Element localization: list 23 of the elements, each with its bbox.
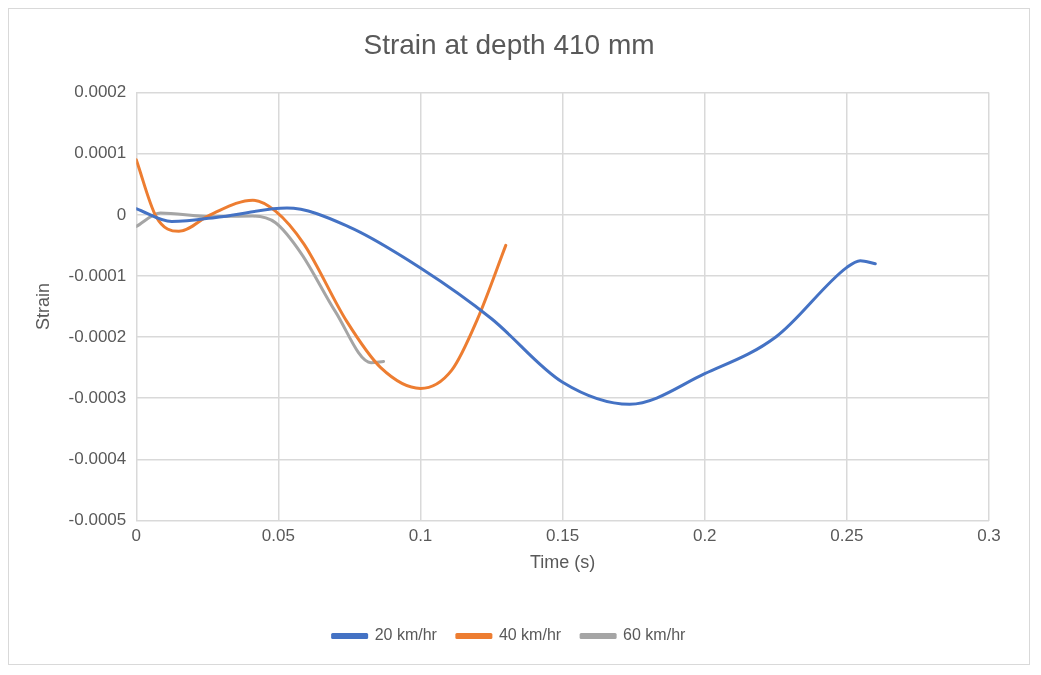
line-series <box>136 206 877 406</box>
x-tick-label: 0.1 <box>408 526 433 546</box>
y-tick-label: 0 <box>116 204 127 224</box>
line-series <box>136 158 508 390</box>
x-axis-title: Time (s) <box>529 552 596 573</box>
y-tick-label: -0.0001 <box>68 265 127 285</box>
legend-label: 20 km/hr <box>374 626 438 644</box>
x-tick-label: 0.3 <box>977 526 1001 546</box>
y-tick-label: -0.0003 <box>68 387 127 407</box>
x-tick-label: 0 <box>131 526 141 546</box>
y-axis-title: Strain <box>32 282 53 331</box>
chart-title: Strain at depth 410 mm <box>363 28 655 60</box>
x-tick-label: 0.05 <box>261 526 295 546</box>
legend-label: 40 km/hr <box>498 626 562 644</box>
legend-label: 60 km/hr <box>623 626 687 644</box>
y-tick-label: -0.0004 <box>68 448 127 468</box>
y-tick-label: 0.0001 <box>74 143 127 163</box>
y-tick-label: -0.0005 <box>68 510 127 530</box>
y-tick-label: -0.0002 <box>68 326 127 346</box>
y-tick-label: 0.0002 <box>74 82 127 102</box>
x-tick-label: 0.15 <box>546 526 580 546</box>
x-tick-label: 0.25 <box>830 526 864 546</box>
x-tick-label: 0.2 <box>692 526 717 546</box>
